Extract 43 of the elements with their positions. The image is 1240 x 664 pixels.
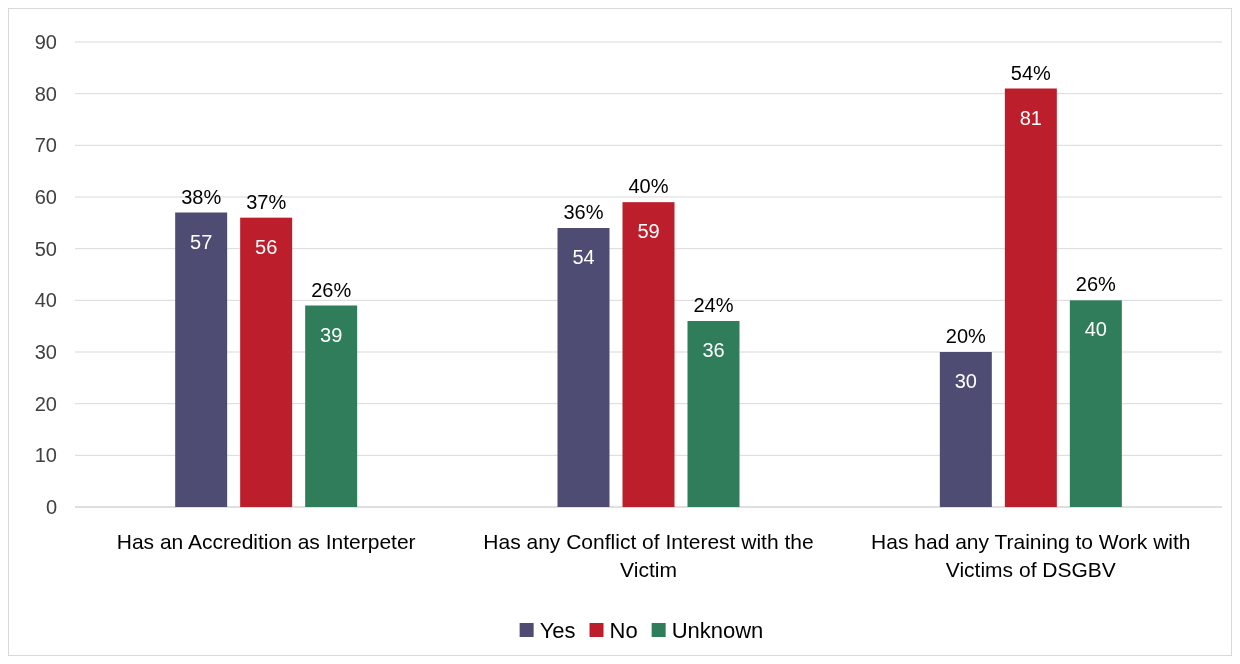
y-tick-label: 90: [34, 31, 57, 53]
y-tick-label: 10: [34, 444, 57, 467]
x-tick-label: Has had any Training to Work with Victims of DSGBV: [871, 530, 1191, 581]
bar: [557, 228, 610, 507]
bar: [939, 352, 992, 507]
annotation: 20%: [945, 325, 987, 347]
annotation: 26%: [311, 278, 352, 301]
y-tick-label: 40: [34, 289, 57, 312]
data-label: 36: [702, 339, 725, 361]
annotation: 24%: [693, 294, 734, 316]
bar: [305, 305, 358, 507]
bar: [622, 202, 675, 507]
data-label: 57: [190, 230, 213, 253]
annotation: 36%: [563, 201, 604, 223]
annotation: 37%: [246, 190, 287, 213]
bar: [1004, 88, 1057, 507]
data-label: 56: [255, 235, 278, 258]
legend-label: Unknown: [671, 617, 764, 643]
x-tick-label: Has an Accredition as Interpeter: [116, 530, 416, 553]
data-label: 59: [637, 220, 660, 243]
y-tick-label: 30: [34, 341, 57, 363]
data-label: 39: [320, 323, 343, 346]
x-tick-label: Has any Conflict of Interest with the Victim: [483, 530, 814, 581]
y-tick-label: 80: [34, 82, 57, 105]
annotation: 26%: [1075, 273, 1117, 296]
annotation: 40%: [628, 175, 669, 198]
annotation: 38%: [181, 185, 222, 208]
y-tick-label: 70: [34, 134, 57, 157]
data-label: 40: [1084, 318, 1107, 341]
data-label: 81: [1019, 106, 1042, 129]
legend-label: Yes: [539, 617, 576, 643]
y-tick-label: 60: [34, 186, 57, 208]
data-label: 30: [954, 370, 977, 392]
legend-label: No: [609, 617, 638, 643]
bar: [240, 217, 293, 507]
y-tick-label: 50: [34, 237, 57, 260]
annotation: 54%: [1010, 61, 1052, 84]
y-tick-label: 0: [45, 496, 57, 518]
bar: [175, 212, 228, 507]
data-label: 54: [572, 246, 595, 268]
y-tick-label: 20: [34, 392, 57, 415]
bar: [1069, 300, 1122, 507]
bar: [687, 321, 740, 507]
